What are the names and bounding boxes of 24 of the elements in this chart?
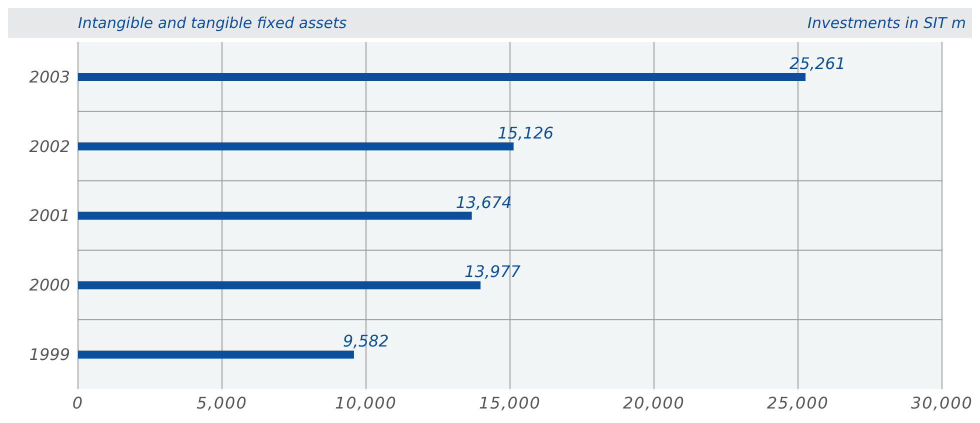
bar bbox=[78, 73, 806, 81]
x-tick-label: 15,000 bbox=[479, 393, 541, 412]
data-label: 13,977 bbox=[464, 262, 522, 282]
data-label: 9,582 bbox=[343, 332, 389, 351]
y-tick-label: 2000 bbox=[29, 276, 70, 295]
chart-title: Intangible and tangible fixed assets bbox=[78, 14, 347, 32]
data-label: 13,674 bbox=[456, 192, 512, 212]
x-axis-title: Investments in SIT m bbox=[808, 14, 966, 32]
x-tick-label: 0 bbox=[72, 393, 84, 412]
data-label: 15,126 bbox=[498, 123, 554, 142]
x-tick-label: 10,000 bbox=[335, 393, 397, 412]
x-tick-label: 25,000 bbox=[767, 393, 829, 412]
x-tick-label: 20,000 bbox=[623, 393, 685, 412]
data-label: 25,261 bbox=[790, 54, 846, 73]
bar bbox=[78, 350, 354, 359]
y-tick-label: 2001 bbox=[29, 206, 70, 226]
y-tick-label: 2003 bbox=[29, 67, 70, 86]
y-tick-label: 2002 bbox=[29, 136, 70, 156]
x-tick-label: 30,000 bbox=[911, 393, 973, 412]
x-tick-label: 5,000 bbox=[196, 393, 248, 412]
bar bbox=[78, 142, 514, 150]
bar bbox=[78, 281, 481, 290]
bar bbox=[78, 212, 472, 220]
y-tick-label: 1999 bbox=[29, 344, 70, 364]
